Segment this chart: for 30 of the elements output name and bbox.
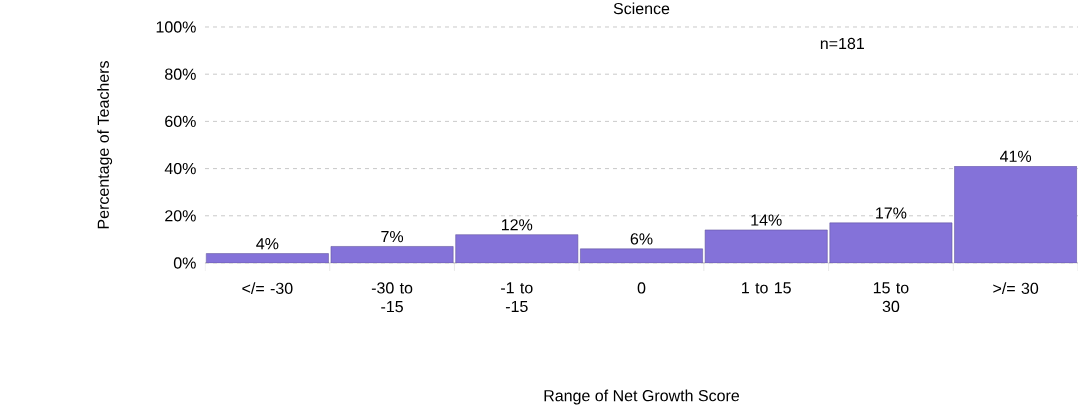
x-tick-label: 0 [637,282,646,294]
bar [829,222,953,263]
data-label: 12% [501,219,533,231]
annotation: n=181 [820,37,864,50]
bar [330,246,454,263]
data-label: 6% [630,233,653,245]
data-label: 17% [876,207,907,219]
bar [455,234,579,263]
x-tick-label: >/= 30 [993,282,1039,295]
y-tick-label: 80% [165,68,196,80]
x-tick-label: </= -30 [242,282,293,295]
y-tick-label: 20% [165,210,196,222]
bar [704,229,828,263]
y-tick-label: 40% [164,162,196,175]
y-tick-label: 60% [165,115,196,128]
x-tick-label: 15 to 30 [873,282,909,313]
y-tick-label: 0% [173,257,196,269]
data-label: 7% [381,231,404,243]
y-axis-title: Percentage of Teachers [97,61,113,229]
x-axis-title: Range of Net Growth Score [544,389,740,405]
data-label: 41% [1000,150,1032,162]
bar [580,248,703,263]
bar [954,165,1078,263]
chart-title: Science [613,2,670,15]
data-label: 4% [256,238,279,250]
y-tick-label: 100% [156,21,196,33]
x-tick-label: -1 to -15 [501,282,533,313]
x-tick-label: -30 to -15 [371,282,413,313]
x-tick-label: 1 to 15 [742,282,791,294]
data-label: 14% [751,214,782,226]
